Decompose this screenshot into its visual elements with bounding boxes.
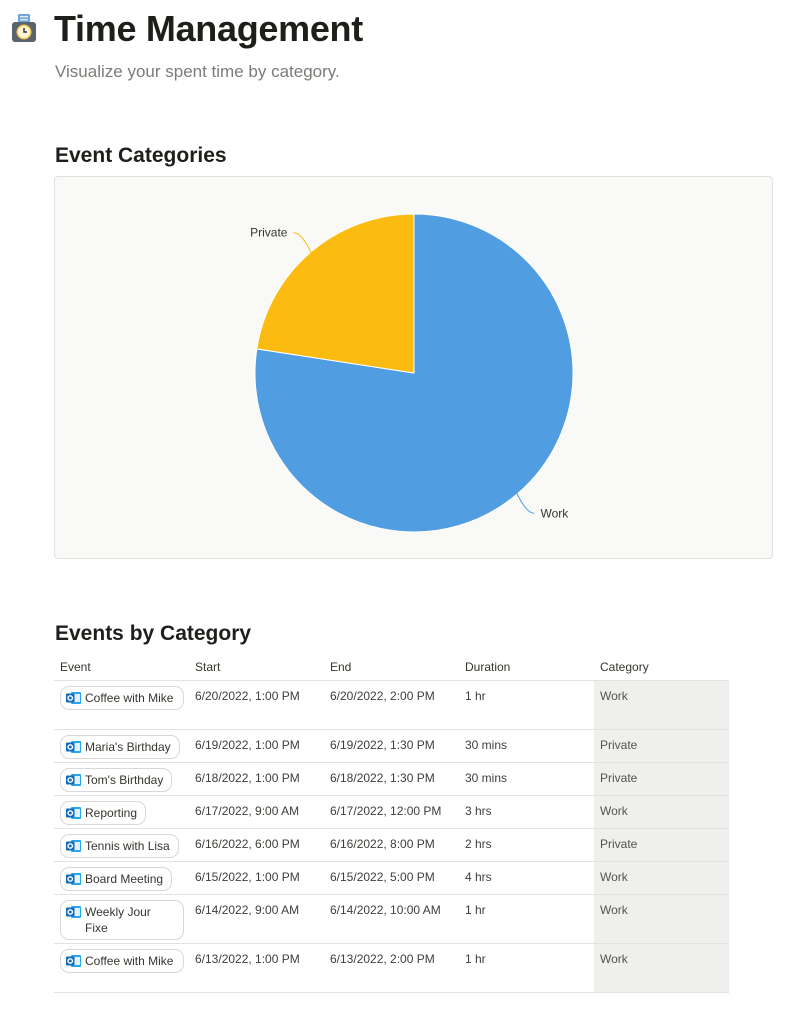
table-row[interactable]: Maria's Birthday 6/19/2022, 1:00 PM 6/19/2… xyxy=(54,730,729,763)
event-name: Board Meeting xyxy=(85,872,164,886)
table-row[interactable]: Reporting 6/17/2022, 9:00 AM 6/17/2022, 12… xyxy=(54,796,729,829)
end-cell: 6/15/2022, 5:00 PM xyxy=(330,870,435,884)
event-name: Coffee with Mike xyxy=(85,691,174,705)
event-chip[interactable]: Tennis with Lisa xyxy=(60,834,179,858)
table-body: Coffee with Mike 6/20/2022, 1:00 PM 6/20/2… xyxy=(54,681,729,993)
pie-chart-card: Work Private xyxy=(54,176,773,559)
table-heading: Events by Category xyxy=(55,622,252,645)
outlook-calendar-icon xyxy=(66,691,81,705)
event-name: Reporting xyxy=(85,806,138,820)
duration-cell: 30 mins xyxy=(465,738,508,752)
pie-slice-private[interactable] xyxy=(256,213,415,374)
event-cell: Coffee with Mike xyxy=(54,944,189,992)
category-cell: Work xyxy=(594,681,729,729)
duration-cell: 4 hrs xyxy=(465,870,492,884)
event-chip[interactable]: Coffee with Mike xyxy=(60,686,184,710)
event-name: Weekly Jour Fixe xyxy=(85,905,151,935)
event-chip[interactable]: Coffee with Mike xyxy=(60,949,184,973)
duration-cell: 1 hr xyxy=(465,689,486,703)
timer-clock-icon xyxy=(10,13,38,43)
table-row[interactable]: Tom's Birthday 6/18/2022, 1:00 PM 6/18/202… xyxy=(54,763,729,796)
event-name: Tom's Birthday xyxy=(85,773,164,787)
events-table: Event Start End Duration Category Coffee… xyxy=(54,656,729,993)
end-cell: 6/19/2022, 1:30 PM xyxy=(330,738,435,752)
column-header-duration[interactable]: Duration xyxy=(465,660,511,674)
table-row[interactable]: Coffee with Mike 6/13/2022, 1:00 PM 6/13/2… xyxy=(54,944,729,993)
table-row[interactable]: Coffee with Mike 6/20/2022, 1:00 PM 6/20/2… xyxy=(54,681,729,730)
event-name: Coffee with Mike xyxy=(85,954,174,968)
outlook-calendar-icon xyxy=(66,954,81,968)
event-cell: Reporting xyxy=(54,796,189,828)
category-cell: Work xyxy=(594,796,729,828)
outlook-calendar-icon xyxy=(66,773,81,787)
duration-cell: 3 hrs xyxy=(465,804,492,818)
start-cell: 6/18/2022, 1:00 PM xyxy=(195,771,300,785)
column-header-event[interactable]: Event xyxy=(60,660,91,674)
end-cell: 6/17/2022, 12:00 PM xyxy=(330,804,442,818)
event-cell: Board Meeting xyxy=(54,862,189,894)
page-subtitle: Visualize your spent time by category. xyxy=(55,62,340,81)
duration-cell: 1 hr xyxy=(465,952,486,966)
table-row[interactable]: Tennis with Lisa 6/16/2022, 6:00 PM 6/16/2… xyxy=(54,829,729,862)
event-name: Tennis with Lisa xyxy=(85,839,170,853)
duration-cell: 30 mins xyxy=(465,771,508,785)
pie-chart: Work Private xyxy=(250,213,574,533)
start-cell: 6/13/2022, 1:00 PM xyxy=(195,952,300,966)
chart-heading: Event Categories xyxy=(55,144,227,167)
outlook-calendar-icon xyxy=(66,905,81,919)
duration-cell: 1 hr xyxy=(465,903,486,917)
end-cell: 6/16/2022, 8:00 PM xyxy=(330,837,435,851)
category-cell: Private xyxy=(594,829,729,861)
start-cell: 6/15/2022, 1:00 PM xyxy=(195,870,300,884)
pie-leader-line-private xyxy=(293,232,313,255)
event-cell: Weekly Jour Fixe xyxy=(54,895,189,943)
category-cell: Private xyxy=(594,763,729,795)
column-header-start[interactable]: Start xyxy=(195,660,221,674)
start-cell: 6/16/2022, 6:00 PM xyxy=(195,837,300,851)
column-header-category[interactable]: Category xyxy=(600,660,649,674)
start-cell: 6/14/2022, 9:00 AM xyxy=(195,903,300,917)
end-cell: 6/18/2022, 1:30 PM xyxy=(330,771,435,785)
table-row[interactable]: Board Meeting 6/15/2022, 1:00 PM 6/15/2022… xyxy=(54,862,729,895)
event-cell: Tom's Birthday xyxy=(54,763,189,795)
pie-label-private: Private xyxy=(250,226,288,240)
end-cell: 6/20/2022, 2:00 PM xyxy=(330,689,435,703)
duration-cell: 2 hrs xyxy=(465,837,492,851)
event-chip[interactable]: Reporting xyxy=(60,801,147,825)
column-header-end[interactable]: End xyxy=(330,660,352,674)
outlook-calendar-icon xyxy=(66,740,81,754)
end-cell: 6/13/2022, 2:00 PM xyxy=(330,952,435,966)
table-row[interactable]: Weekly Jour Fixe 6/14/2022, 9:00 AM 6/14/2… xyxy=(54,895,729,944)
start-cell: 6/19/2022, 1:00 PM xyxy=(195,738,300,752)
page-title: Time Management xyxy=(54,8,363,49)
event-chip[interactable]: Weekly Jour Fixe xyxy=(60,900,184,940)
start-cell: 6/17/2022, 9:00 AM xyxy=(195,804,300,818)
event-cell: Maria's Birthday xyxy=(54,730,189,762)
pie-label-work: Work xyxy=(541,506,570,520)
table-header: Event Start End Duration Category xyxy=(54,656,729,681)
end-cell: 6/14/2022, 10:00 AM xyxy=(330,903,441,917)
event-cell: Tennis with Lisa xyxy=(54,829,189,861)
category-cell: Private xyxy=(594,730,729,762)
event-cell: Coffee with Mike xyxy=(54,681,189,729)
category-cell: Work xyxy=(594,895,729,943)
outlook-calendar-icon xyxy=(66,806,81,820)
event-chip[interactable]: Tom's Birthday xyxy=(60,768,173,792)
event-name: Maria's Birthday xyxy=(85,740,171,754)
start-cell: 6/20/2022, 1:00 PM xyxy=(195,689,300,703)
outlook-calendar-icon xyxy=(66,872,81,886)
event-chip[interactable]: Board Meeting xyxy=(60,867,173,891)
event-chip[interactable]: Maria's Birthday xyxy=(60,735,180,759)
outlook-calendar-icon xyxy=(66,839,81,853)
category-cell: Work xyxy=(594,862,729,894)
category-cell: Work xyxy=(594,944,729,992)
pie-leader-line-work xyxy=(515,491,535,514)
